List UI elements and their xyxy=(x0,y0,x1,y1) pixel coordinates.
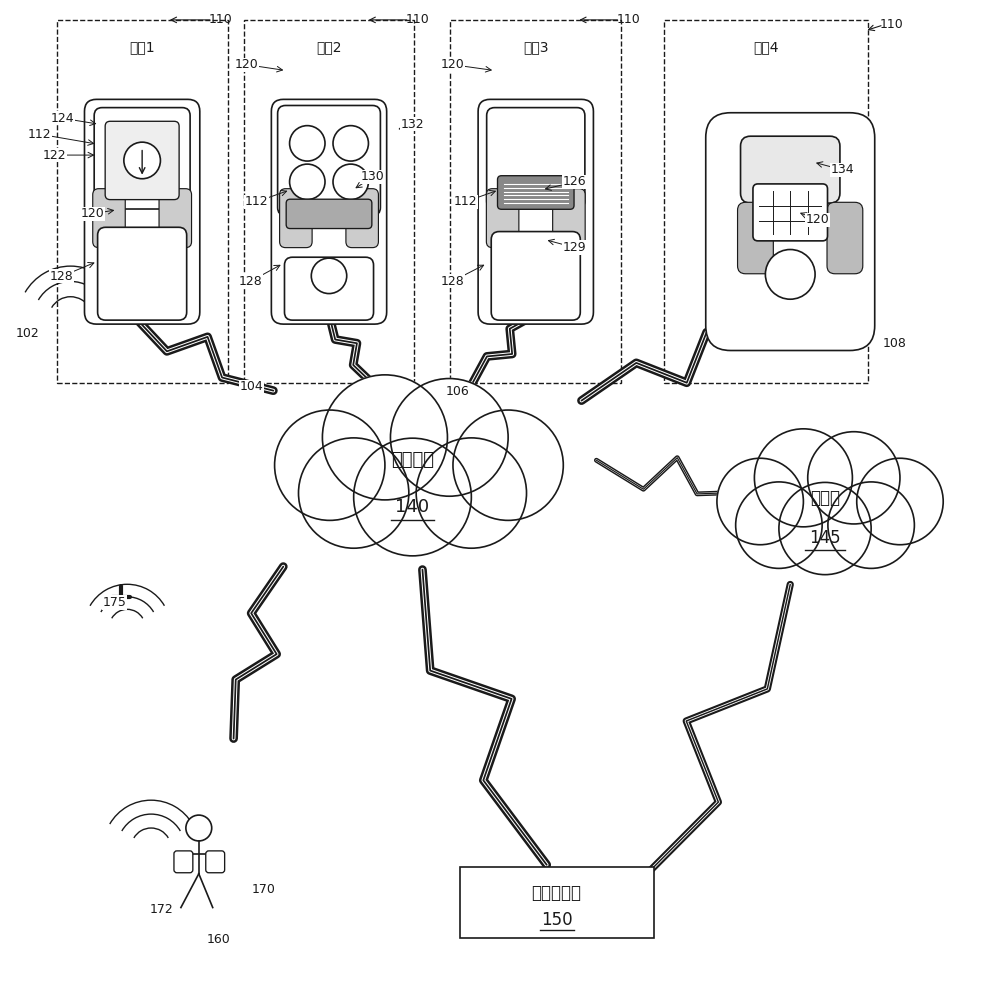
Text: 110: 110 xyxy=(406,13,429,26)
Circle shape xyxy=(717,458,803,545)
Bar xyxy=(664,20,868,383)
FancyBboxPatch shape xyxy=(94,108,190,209)
Circle shape xyxy=(754,429,853,527)
Text: 160: 160 xyxy=(207,933,231,946)
FancyBboxPatch shape xyxy=(498,176,575,209)
Text: 126: 126 xyxy=(563,175,586,188)
Circle shape xyxy=(124,142,160,179)
Bar xyxy=(460,867,654,938)
FancyBboxPatch shape xyxy=(827,202,863,274)
FancyBboxPatch shape xyxy=(486,189,519,248)
Text: 120: 120 xyxy=(235,58,258,71)
Text: 112: 112 xyxy=(453,195,477,208)
Text: 145: 145 xyxy=(809,529,841,547)
Circle shape xyxy=(333,164,369,200)
Bar xyxy=(57,20,228,383)
FancyBboxPatch shape xyxy=(286,199,372,229)
FancyBboxPatch shape xyxy=(738,202,773,274)
Text: 110: 110 xyxy=(616,13,640,26)
Circle shape xyxy=(289,164,325,200)
Text: 位置2: 位置2 xyxy=(316,40,342,54)
FancyBboxPatch shape xyxy=(277,105,381,215)
Text: 150: 150 xyxy=(541,911,573,929)
Circle shape xyxy=(311,258,347,294)
Text: 140: 140 xyxy=(396,498,429,516)
Text: 远程服务器: 远程服务器 xyxy=(532,884,581,902)
FancyBboxPatch shape xyxy=(97,227,187,320)
Text: 128: 128 xyxy=(50,270,74,283)
Text: 132: 132 xyxy=(401,118,424,131)
Text: 120: 120 xyxy=(805,213,829,226)
FancyBboxPatch shape xyxy=(706,113,875,351)
Text: 128: 128 xyxy=(440,275,464,288)
Circle shape xyxy=(298,438,409,548)
Circle shape xyxy=(828,482,914,568)
FancyBboxPatch shape xyxy=(741,136,840,203)
Text: 110: 110 xyxy=(209,13,233,26)
FancyBboxPatch shape xyxy=(206,851,225,873)
Circle shape xyxy=(765,250,815,299)
Circle shape xyxy=(333,126,369,161)
FancyBboxPatch shape xyxy=(346,189,379,248)
Text: 112: 112 xyxy=(28,128,52,141)
Text: 112: 112 xyxy=(245,195,268,208)
Circle shape xyxy=(289,126,325,161)
Circle shape xyxy=(416,438,527,548)
Text: 175: 175 xyxy=(102,596,126,609)
Text: 106: 106 xyxy=(445,385,469,398)
FancyBboxPatch shape xyxy=(553,189,585,248)
Text: 位置3: 位置3 xyxy=(523,40,549,54)
Text: 位置4: 位置4 xyxy=(753,40,778,54)
Text: 互联网: 互联网 xyxy=(810,489,840,507)
FancyBboxPatch shape xyxy=(159,189,192,248)
Text: 蜂窝网络: 蜂窝网络 xyxy=(391,451,434,469)
FancyBboxPatch shape xyxy=(174,851,193,873)
Bar xyxy=(450,20,621,383)
Circle shape xyxy=(322,375,447,500)
FancyBboxPatch shape xyxy=(487,108,584,209)
FancyBboxPatch shape xyxy=(92,189,125,248)
FancyBboxPatch shape xyxy=(84,99,200,324)
Bar xyxy=(244,20,414,383)
FancyBboxPatch shape xyxy=(753,184,827,241)
Circle shape xyxy=(186,815,212,841)
Circle shape xyxy=(453,410,564,520)
Circle shape xyxy=(736,482,822,568)
Text: 104: 104 xyxy=(240,380,263,393)
Text: 110: 110 xyxy=(880,18,904,31)
Circle shape xyxy=(274,410,385,520)
Circle shape xyxy=(391,379,508,496)
Text: 位置1: 位置1 xyxy=(129,40,155,54)
Text: 124: 124 xyxy=(51,112,75,125)
FancyBboxPatch shape xyxy=(284,257,374,320)
Text: 130: 130 xyxy=(361,170,385,183)
Text: 170: 170 xyxy=(251,883,275,896)
FancyBboxPatch shape xyxy=(491,232,580,320)
FancyBboxPatch shape xyxy=(271,99,387,324)
Text: 128: 128 xyxy=(239,275,262,288)
Circle shape xyxy=(808,432,900,524)
Text: 120: 120 xyxy=(440,58,464,71)
Text: 108: 108 xyxy=(883,337,907,350)
Text: 172: 172 xyxy=(150,903,174,916)
FancyBboxPatch shape xyxy=(478,99,593,324)
Text: 120: 120 xyxy=(81,207,104,220)
Circle shape xyxy=(354,438,471,556)
Text: 129: 129 xyxy=(563,241,586,254)
Text: 122: 122 xyxy=(43,149,67,162)
Circle shape xyxy=(857,458,943,545)
Circle shape xyxy=(779,482,871,575)
Text: 102: 102 xyxy=(16,327,40,340)
FancyBboxPatch shape xyxy=(105,121,179,200)
Text: 134: 134 xyxy=(831,163,855,176)
FancyBboxPatch shape xyxy=(279,189,312,248)
